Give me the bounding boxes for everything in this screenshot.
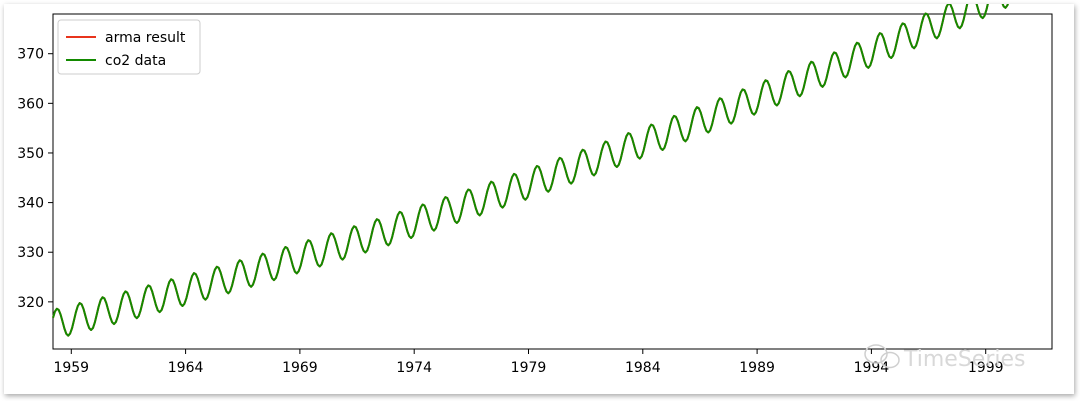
x-tick-label: 1979 — [511, 360, 547, 376]
watermark-text: TimeSeries — [903, 347, 1026, 372]
x-tick-label: 1989 — [739, 360, 775, 376]
x-tick-label: 1994 — [854, 360, 890, 376]
legend-label-co2-data: co2 data — [105, 53, 166, 69]
x-axis: 1959 1964 1969 1974 1979 1984 1989 1994 1999 — [53, 349, 1004, 376]
series-layer — [52, 0, 1011, 337]
legend: arma result co2 data — [57, 19, 201, 75]
wechat-icon — [864, 344, 900, 369]
series-line-co2-data — [52, 0, 1011, 337]
y-tick-label: 360 — [17, 96, 44, 112]
watermark: TimeSeries — [864, 344, 1026, 372]
x-tick-label: 1999 — [968, 360, 1004, 376]
legend-label-arma-result: arma result — [105, 30, 186, 46]
figure: 1959 1964 1969 1974 1979 1984 1989 1994 1999 320… — [4, 0, 1074, 394]
y-tick-label: 370 — [17, 47, 44, 63]
y-tick-label: 330 — [17, 245, 44, 261]
y-tick-label: 340 — [17, 196, 44, 212]
y-tick-label: 320 — [17, 295, 44, 311]
x-tick-label: 1969 — [282, 360, 318, 376]
y-tick-label: 350 — [17, 146, 44, 162]
x-tick-label: 1974 — [396, 360, 432, 376]
plot-area: 1959 1964 1969 1974 1979 1984 1989 1994 1999 320… — [17, 0, 1053, 376]
chart: 1959 1964 1969 1974 1979 1984 1989 1994 1999 320… — [17, 0, 1053, 376]
y-axis: 320 330 340 350 360 370 — [17, 47, 53, 311]
x-tick-label: 1959 — [53, 360, 89, 376]
x-tick-label: 1964 — [168, 360, 204, 376]
x-tick-label: 1984 — [625, 360, 661, 376]
